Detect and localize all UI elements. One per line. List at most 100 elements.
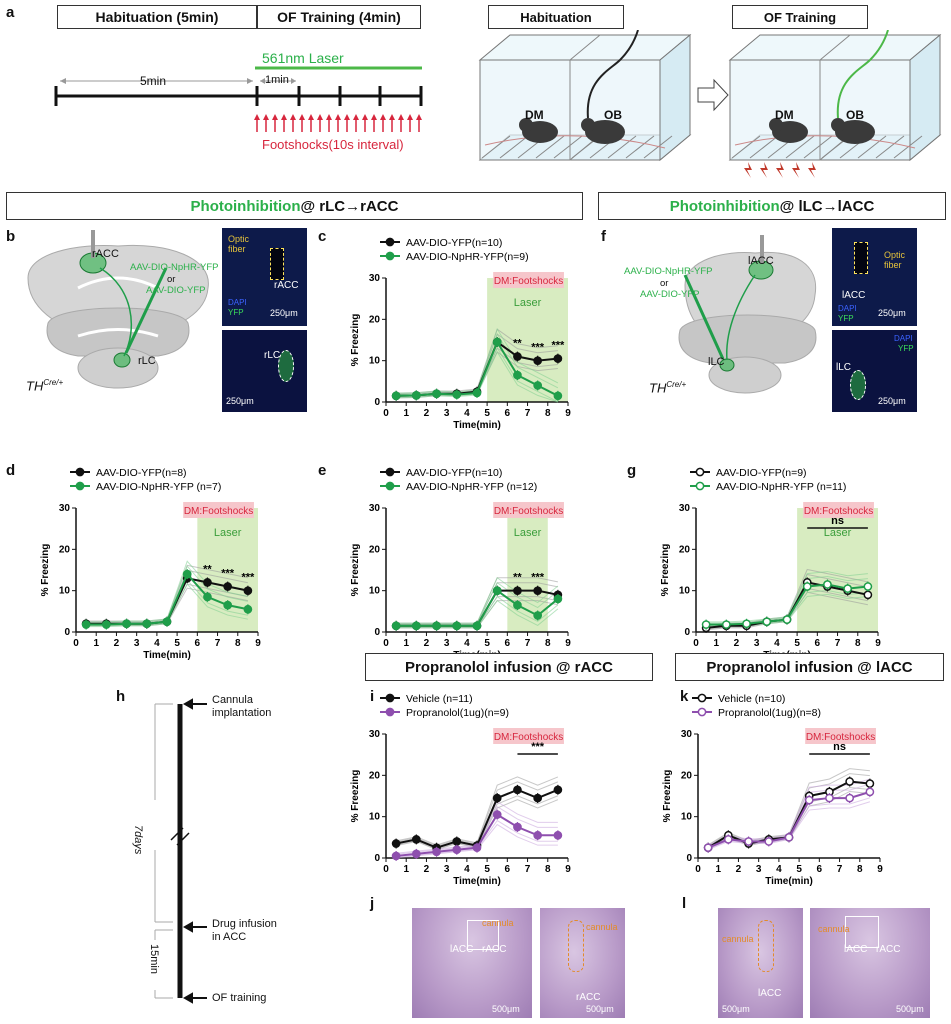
- x-tick-label: 0: [383, 408, 389, 419]
- footshock-box: [493, 728, 564, 744]
- th-label-f: THCre/+: [649, 380, 687, 396]
- significance-label: ***: [221, 568, 235, 580]
- panel-label-f: f: [601, 228, 606, 245]
- legend-label: Propranolol(1ug)(n=8): [718, 707, 821, 719]
- x-tick-label: 6: [505, 638, 511, 649]
- section-header-i: Propranolol infusion @ rACC: [365, 653, 653, 681]
- y-tick-label: 20: [681, 770, 693, 781]
- data-point: [411, 849, 421, 859]
- x-tick-label: 5: [794, 638, 800, 649]
- footshock-box: [805, 728, 876, 744]
- data-point: [784, 832, 794, 842]
- significance-label: ***: [241, 572, 255, 584]
- one-min-label: 1min: [265, 74, 289, 86]
- racc-label: rACC: [92, 248, 119, 260]
- legend-label: AAV-DIO-YFP(n=10): [406, 467, 502, 479]
- habituation-arena: [478, 30, 692, 162]
- x-tick-label: 4: [776, 864, 782, 875]
- significance-label: ***: [531, 342, 545, 354]
- of-training-box: OF Training (4min): [257, 5, 421, 29]
- data-point: [843, 584, 853, 593]
- x-tick-label: 2: [424, 864, 430, 875]
- y-tick-label: 0: [374, 853, 380, 864]
- data-point: [825, 793, 834, 803]
- x-tick-label: 2: [424, 638, 430, 649]
- data-point: [492, 586, 502, 596]
- data-point: [533, 586, 543, 596]
- data-point: [533, 611, 543, 620]
- brain-schematic-f: [678, 235, 817, 394]
- virus2-label-f: AAV-DIO-YFP: [640, 289, 700, 300]
- x-tick-label: 9: [565, 638, 571, 649]
- data-point: [823, 580, 832, 589]
- x-tick-label: 3: [756, 864, 762, 875]
- data-point: [553, 391, 563, 401]
- data-point: [432, 621, 441, 631]
- x-tick-label: 7: [215, 638, 221, 649]
- panel-label-l: l: [682, 895, 687, 912]
- x-tick-label: 5: [484, 638, 490, 649]
- legend-marker: [695, 467, 705, 477]
- data-point: [142, 619, 152, 629]
- data-point: [721, 620, 731, 629]
- legend-marker: [385, 693, 395, 703]
- data-point: [391, 621, 401, 631]
- data-point: [865, 787, 875, 797]
- y-tick-label: 20: [369, 314, 381, 325]
- y-axis-label: % Freezing: [662, 770, 673, 823]
- significance-label: **: [203, 563, 212, 575]
- data-point: [513, 600, 522, 610]
- data-point: [432, 847, 441, 857]
- data-point: [391, 391, 401, 401]
- data-point: [865, 779, 875, 788]
- data-point: [764, 837, 774, 846]
- x-tick-label: 9: [875, 638, 881, 649]
- x-tick-label: 4: [464, 638, 470, 649]
- x-tick-label: 3: [444, 408, 450, 419]
- data-point: [472, 843, 482, 853]
- panel-label-e: e: [318, 462, 327, 479]
- th-label-b: THCre/+: [26, 378, 64, 394]
- data-point: [411, 621, 421, 631]
- y-tick-label: 0: [374, 627, 380, 638]
- x-tick-label: 1: [403, 864, 409, 875]
- legend-label: Vehicle (n=11): [406, 693, 473, 705]
- data-point: [391, 839, 401, 848]
- data-point: [81, 620, 91, 629]
- data-point: [553, 785, 563, 795]
- drug-infusion-label: Drug infusion in ACC: [212, 918, 277, 943]
- data-point: [802, 582, 812, 591]
- y-axis-label: % Freezing: [350, 770, 361, 823]
- y-tick-label: 30: [59, 503, 71, 514]
- data-point: [203, 578, 212, 587]
- legend-label: AAV-DIO-NpHR-YFP (n=7): [96, 481, 221, 493]
- chart-i: DM:Footshocks 0 10 20 30 0 1 2 3 4 5 6 7 8 9 Time(min)%…: [350, 693, 571, 887]
- habituation-title: Habituation: [488, 5, 624, 29]
- y-tick-label: 10: [369, 586, 381, 597]
- panel-label-i: i: [370, 688, 375, 705]
- micrograph-lacc: Optic fiber lACC DAPI YFP 250μm: [832, 228, 917, 326]
- legend-marker: [385, 237, 395, 247]
- data-point: [845, 777, 855, 786]
- x-tick-label: 0: [693, 638, 699, 649]
- footshock-box: [803, 502, 874, 518]
- legend-label: Vehicle (n=10): [718, 693, 785, 705]
- x-tick-label: 4: [774, 638, 780, 649]
- legend-label: AAV-DIO-YFP(n=9): [716, 467, 807, 479]
- of-training-arena: [728, 30, 942, 178]
- panel-label-d: d: [6, 462, 16, 479]
- data-point: [533, 356, 543, 366]
- data-point: [744, 837, 753, 846]
- x-tick-label: 6: [505, 864, 511, 875]
- y-tick-label: 10: [681, 812, 693, 823]
- legend-label: AAV-DIO-YFP(n=10): [406, 237, 502, 249]
- x-tick-label: 0: [695, 864, 701, 875]
- habituation-box: Habituation (5min): [57, 5, 257, 29]
- footshock-label: DM:Footshocks: [494, 276, 563, 287]
- cannula-implantation-label: Cannula implantation: [212, 694, 272, 719]
- data-point: [223, 582, 233, 591]
- x-tick-label: 3: [444, 864, 450, 875]
- data-point: [513, 352, 522, 361]
- data-point: [243, 604, 253, 614]
- virus1-label-f: AAV-DIO-NpHR-YFP: [624, 266, 713, 277]
